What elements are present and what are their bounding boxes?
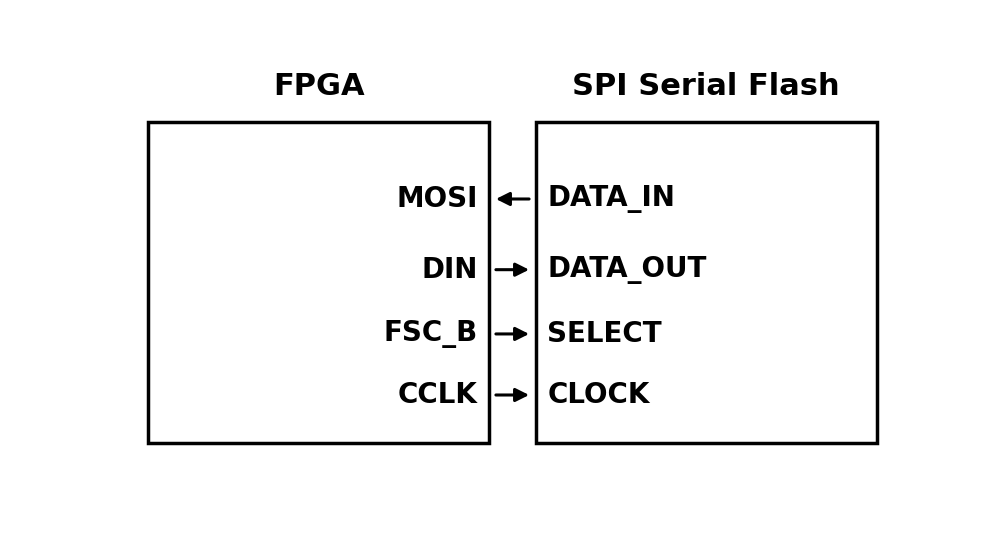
Text: DIN: DIN (421, 256, 478, 284)
Text: FPGA: FPGA (273, 72, 365, 101)
Bar (536, 122, 877, 443)
Text: DATA_OUT: DATA_OUT (547, 256, 707, 284)
Text: SPI Serial Flash: SPI Serial Flash (572, 72, 840, 101)
Text: MOSI: MOSI (396, 185, 478, 213)
Text: SELECT: SELECT (547, 320, 662, 348)
Text: FSC_B: FSC_B (383, 320, 478, 348)
Text: CCLK: CCLK (398, 381, 478, 409)
Text: DATA_IN: DATA_IN (547, 185, 675, 213)
Bar (148, 122, 489, 443)
Text: CLOCK: CLOCK (547, 381, 650, 409)
